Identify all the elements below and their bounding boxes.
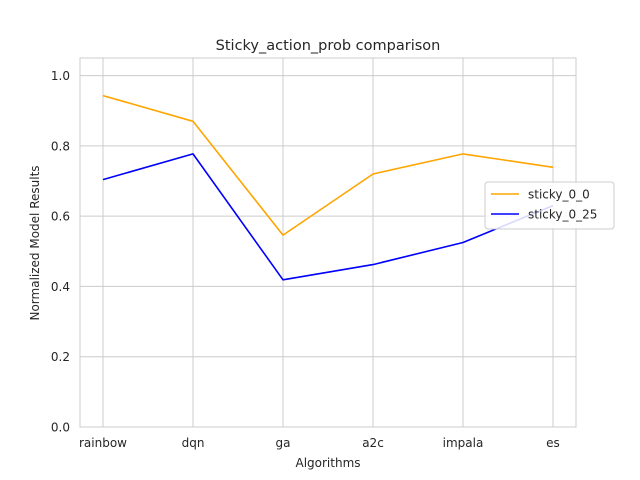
y-tick-labels: 0.0 0.2 0.4 0.6 0.8 1.0 (51, 69, 70, 434)
plot-area-frame (79, 57, 577, 428)
y-axis-label: Normalized Model Results (28, 165, 42, 320)
x-tick-label: a2c (362, 436, 384, 450)
x-tick-label: es (546, 436, 560, 450)
legend-label: sticky_0_0 (528, 188, 590, 202)
y-tick-label: 0.4 (51, 280, 70, 294)
y-tick-label: 1.0 (51, 69, 70, 83)
y-tick-label: 0.2 (51, 350, 70, 364)
y-tick-label: 0.6 (51, 210, 70, 224)
series-line-sticky-0-25 (102, 153, 554, 281)
x-tick-label: dqn (182, 436, 205, 450)
x-tick-label: ga (276, 436, 291, 450)
x-axis-label: Algorithms (295, 456, 360, 470)
chart-title: Sticky_action_prob comparison (216, 38, 441, 54)
x-tick-label: impala (443, 436, 484, 450)
y-tick-label: 0.0 (51, 421, 70, 435)
x-tick-labels: rainbow dqn ga a2c impala es (79, 436, 560, 450)
legend-label: sticky_0_25 (528, 208, 597, 222)
legend: sticky_0_0 sticky_0_25 (484, 181, 615, 230)
series-line-sticky-0-0 (102, 94, 554, 236)
x-tick-label: rainbow (79, 436, 127, 450)
y-tick-label: 0.8 (51, 139, 70, 153)
series-lines (102, 94, 554, 281)
grid (80, 58, 576, 428)
